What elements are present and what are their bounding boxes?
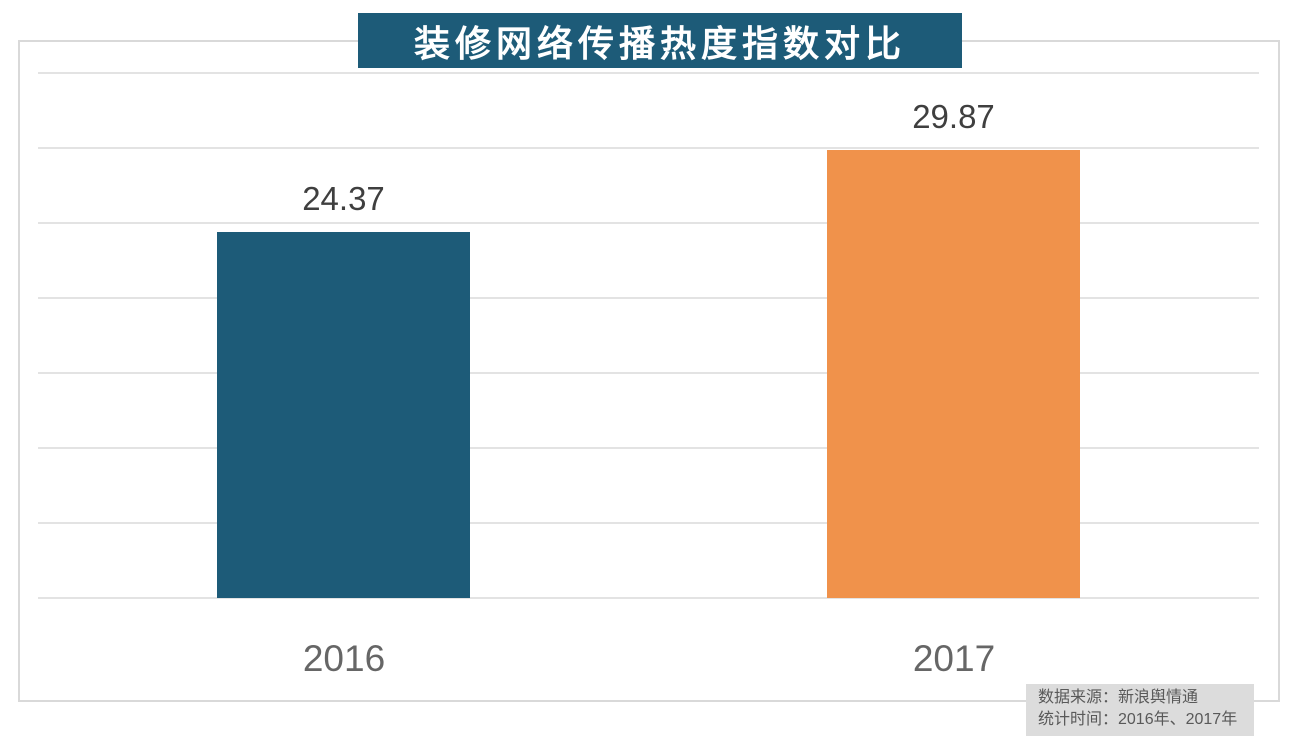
source-box: 数据来源：新浪舆情通 统计时间：2016年、2017年 <box>1026 684 1254 736</box>
gridline <box>38 147 1259 149</box>
gridline <box>38 597 1259 599</box>
source-line: 数据来源：新浪舆情通 <box>1038 689 1199 706</box>
gridline <box>38 72 1259 74</box>
bar-2016 <box>217 232 470 598</box>
x-axis-label-2016: 2016 <box>302 638 386 679</box>
bar-group-2016: 24.37 <box>217 180 470 598</box>
gridline <box>38 372 1259 374</box>
value-label-2016: 24.37 <box>302 180 385 218</box>
x-axis-label-2017: 2017 <box>912 638 996 679</box>
gridline <box>38 297 1259 299</box>
bar-2017 <box>827 149 1080 598</box>
chart-title: 装修网络传播热度指数对比 <box>413 22 906 64</box>
value-label-2017: 29.87 <box>912 97 995 135</box>
chart-title-banner: 装修网络传播热度指数对比 <box>358 13 962 68</box>
period-line: 统计时间：2016年、2017年 <box>1038 711 1238 728</box>
gridline <box>38 447 1259 449</box>
gridline <box>38 522 1259 524</box>
bar-group-2017: 29.87 <box>827 98 1080 598</box>
gridline <box>38 222 1259 224</box>
plot-area: 24.37 29.87 <box>38 72 1259 599</box>
